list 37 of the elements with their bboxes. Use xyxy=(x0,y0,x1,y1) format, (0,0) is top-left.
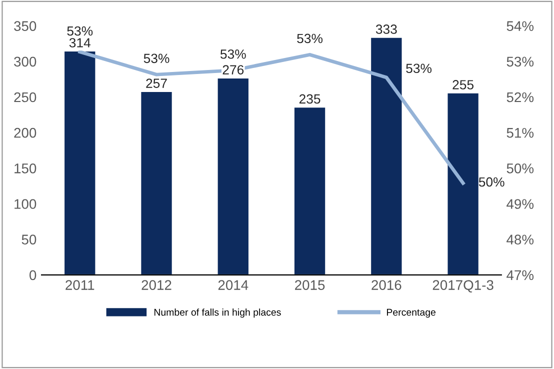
data-label: 314 xyxy=(69,38,90,48)
data-label: 53% xyxy=(406,64,432,74)
y-tick-label: 100 xyxy=(14,199,36,209)
bar xyxy=(64,51,96,275)
y2-tick-label: 49% xyxy=(506,199,534,209)
bar xyxy=(218,78,248,275)
data-label: 255 xyxy=(452,80,474,90)
x-tick-label: 2014 xyxy=(218,280,248,290)
y2-tick-label: 48% xyxy=(506,234,534,244)
y2-tick-label: 50% xyxy=(506,163,534,174)
legend-label: Percentage xyxy=(386,308,436,318)
x-tick-label: 2015 xyxy=(295,280,325,290)
y-tick-label: 250 xyxy=(14,92,36,102)
y2-tick-label: 52% xyxy=(506,92,534,102)
y-tick-label: 150 xyxy=(14,163,36,174)
x-tick-label: 2011 xyxy=(66,280,94,290)
y2-tick-label: 51% xyxy=(506,128,534,138)
data-label: 333 xyxy=(376,24,397,34)
x-tick-label: 2016 xyxy=(372,280,402,290)
x-tick-label: 2012 xyxy=(142,280,172,290)
y-tick-label: 0 xyxy=(30,270,36,280)
y-tick-label: 200 xyxy=(14,128,36,138)
data-label: 235 xyxy=(299,94,320,104)
data-label: 50% xyxy=(478,177,504,187)
legend-label: Number of falls in high places xyxy=(154,308,281,318)
data-label: 53% xyxy=(297,34,323,44)
data-label: 53% xyxy=(144,54,170,64)
data-label: 257 xyxy=(146,78,167,88)
data-label: 53% xyxy=(67,26,93,36)
y2-tick-label: 47% xyxy=(506,270,534,280)
y2-tick-label: 54% xyxy=(506,21,534,31)
y-tick-label: 350 xyxy=(14,21,36,31)
x-tick-label: 2017Q1-3 xyxy=(432,280,494,292)
y-tick-label: 300 xyxy=(14,56,36,67)
y2-tick-label: 53% xyxy=(506,56,534,67)
y-tick-label: 50 xyxy=(22,234,36,244)
data-label: 53% xyxy=(220,49,246,59)
